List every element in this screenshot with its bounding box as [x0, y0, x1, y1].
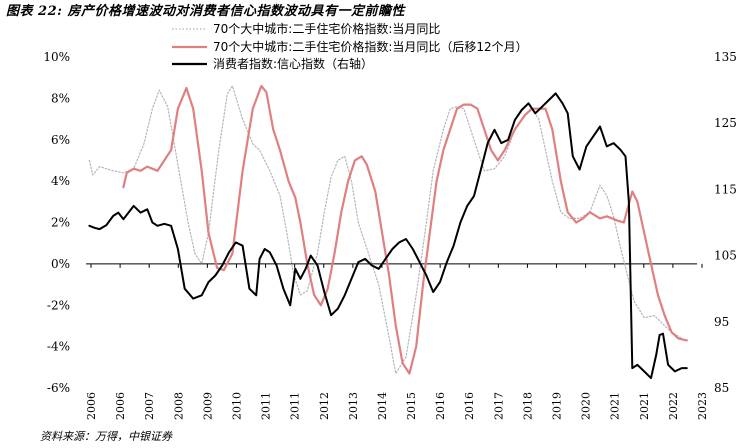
- legend-label-3: 消费者指数:信心指数（右轴）: [213, 56, 373, 71]
- x-tick-label: 2014: [376, 392, 389, 420]
- chart-series: [88, 84, 688, 380]
- source-note: 资料来源：万得，中银证券: [40, 430, 172, 443]
- x-tick-label: 2016: [434, 392, 447, 420]
- x-tick-label: 2007: [143, 392, 156, 420]
- x-tick-label: 2019: [551, 392, 564, 420]
- x-tick-label: 2023: [696, 392, 709, 420]
- x-tick-label: 2009: [201, 392, 214, 420]
- x-tick-label: 2006: [114, 392, 127, 420]
- chart-axes: 10% 8% 6% 4% 2% 0% -2% -4% -6% 135 125 115 105 95 85 20…: [43, 50, 737, 420]
- legend-label-1: 70个大中城市:二手住宅价格指数:当月同比: [213, 21, 440, 36]
- y-left-tick-label: 4%: [51, 174, 70, 188]
- y-left-tick-label: 0%: [51, 257, 70, 271]
- x-tick-label: 2011: [260, 392, 273, 420]
- x-tick-label: 2006: [85, 392, 98, 420]
- legend-label-2: 70个大中城市:二手住宅价格指数:当月同比（后移12个月）: [213, 39, 528, 54]
- y-right-tick-label: 85: [714, 381, 729, 395]
- x-tick-label: 2008: [172, 392, 185, 420]
- x-tick-label: 2018: [521, 392, 534, 420]
- series-line-3: [88, 92, 688, 380]
- x-tick-label: 2020: [580, 392, 593, 420]
- y-left-tick-label: -4%: [47, 340, 70, 354]
- y-left-tick-label: 2%: [51, 216, 70, 230]
- y-left-tick-label: -2%: [47, 298, 70, 312]
- x-tick-label: 2010: [230, 392, 243, 420]
- x-tick-label: 2012: [318, 392, 331, 420]
- x-tick-label: 2015: [405, 392, 418, 420]
- y-left-tick-label: -6%: [47, 381, 70, 395]
- x-tick-label: 2011: [289, 392, 302, 420]
- y-right-tick-label: 105: [714, 249, 737, 263]
- y-right-tick-label: 115: [714, 182, 737, 196]
- y-right-tick-label: 135: [714, 50, 737, 64]
- x-tick-label: 2017: [492, 392, 505, 420]
- figure-title: 图表 22: 房产价格增速波动对消费者信心指数波动具有一定前瞻性: [6, 4, 405, 19]
- y-left-tick-label: 10%: [43, 50, 70, 64]
- series-line-1: [88, 85, 683, 375]
- x-tick-label: 2016: [463, 392, 476, 420]
- x-tick-label: 2022: [667, 392, 680, 420]
- x-tick-label: 2013: [347, 392, 360, 420]
- series-line-2: [122, 84, 688, 375]
- x-tick-label: 2021: [638, 392, 651, 420]
- y-left-tick-label: 8%: [51, 91, 70, 105]
- y-right-tick-label: 125: [714, 116, 737, 130]
- x-tick-label: 2021: [609, 392, 622, 420]
- y-left-tick-label: 6%: [51, 133, 70, 147]
- chart-legend: 70个大中城市:二手住宅价格指数:当月同比 70个大中城市:二手住宅价格指数:当月…: [172, 21, 528, 71]
- y-right-tick-label: 95: [714, 315, 729, 329]
